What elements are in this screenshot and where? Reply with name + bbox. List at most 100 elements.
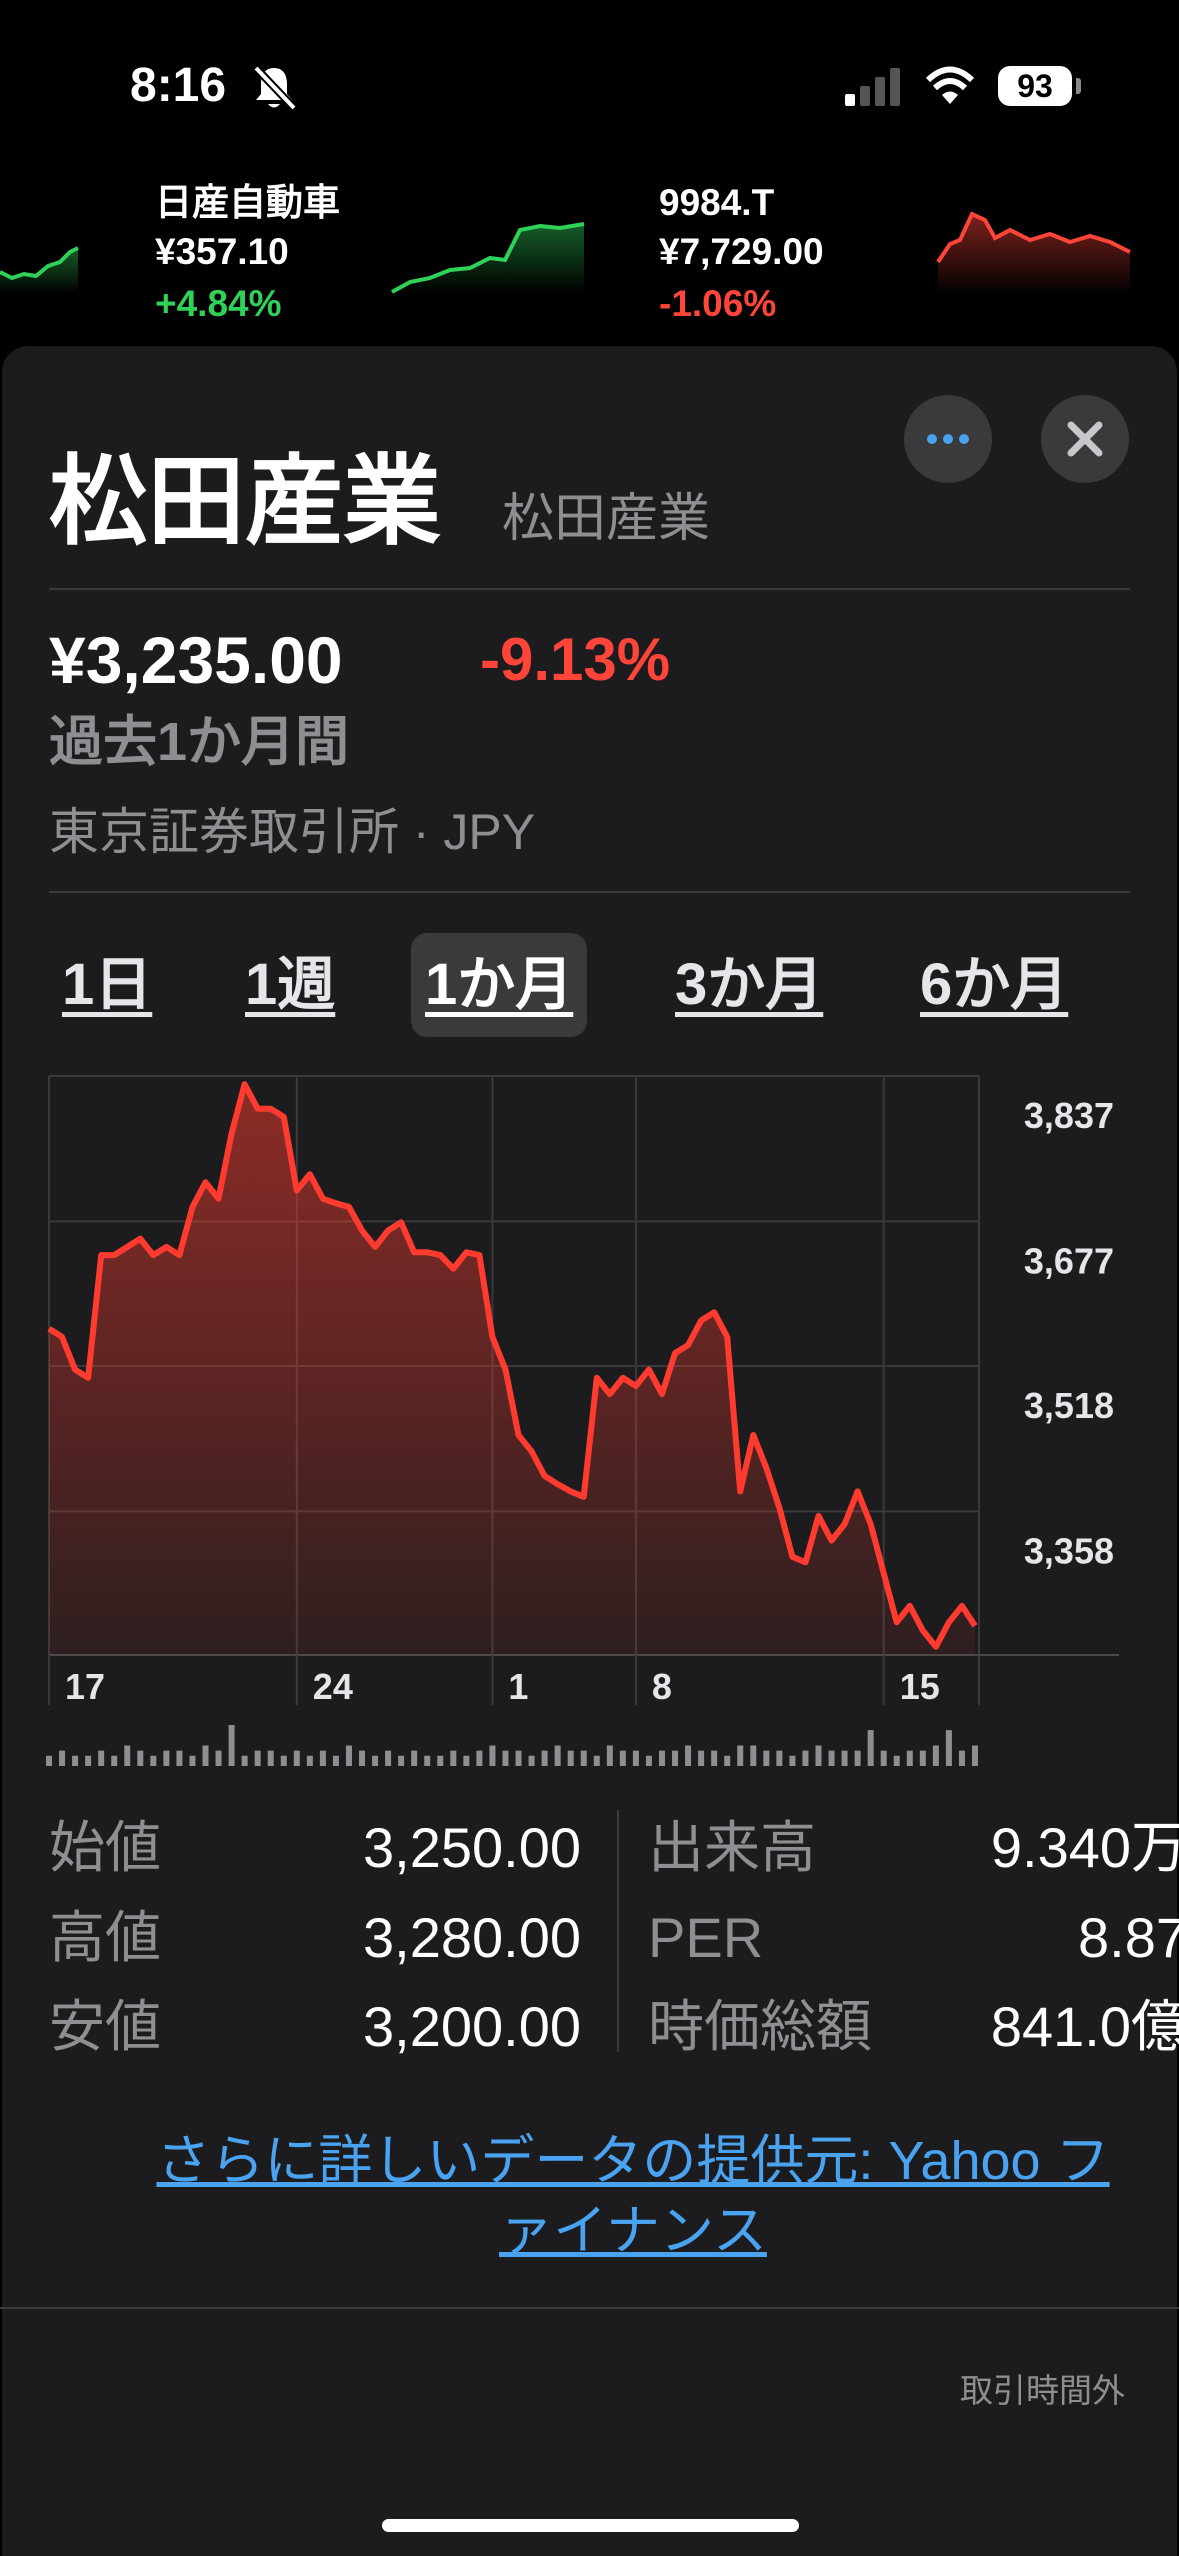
volume-bar — [815, 1745, 822, 1766]
clock: 8:16 — [130, 59, 227, 112]
home-indicator — [382, 2519, 799, 2532]
volume-bar — [932, 1745, 939, 1766]
range-button[interactable]: 3か月 — [675, 952, 824, 1017]
volume-bar — [737, 1745, 744, 1766]
volume-bar — [645, 1755, 652, 1766]
volume-bar — [85, 1755, 92, 1766]
volume-bar — [619, 1750, 626, 1766]
volume-bar — [776, 1750, 783, 1766]
price: ¥3,235.00 — [49, 623, 343, 697]
x-tick-label: 1 — [508, 1666, 528, 1707]
volume-bar — [906, 1750, 913, 1766]
volume-bar — [515, 1750, 522, 1766]
volume-bar — [541, 1750, 548, 1766]
range-button[interactable]: 6か月 — [920, 952, 1069, 1017]
volume-bar — [267, 1750, 274, 1766]
volume-bar — [972, 1745, 978, 1766]
stat-label: 時価総額 — [648, 1995, 872, 2058]
divider — [49, 891, 1130, 893]
stat-value: 3,200.00 — [363, 1995, 581, 2058]
title: 松田産業 — [49, 446, 442, 556]
volume-bar — [489, 1745, 496, 1766]
period: 過去1か月間 — [49, 712, 350, 772]
close-button[interactable] — [1041, 395, 1129, 483]
volume-bar — [750, 1745, 757, 1766]
range-button[interactable]: 1週 — [245, 952, 336, 1017]
y-tick-label: 3,358 — [1024, 1530, 1114, 1571]
volume-bar — [332, 1755, 339, 1766]
volume-bar — [958, 1750, 965, 1766]
y-tick-label: 3,677 — [1024, 1240, 1114, 1281]
area — [49, 1084, 975, 1655]
volume-bar — [828, 1750, 835, 1766]
volume-bar — [411, 1750, 418, 1766]
x-tick-label: 17 — [65, 1666, 105, 1707]
stat-value: 9.340万 — [990, 1816, 1179, 1879]
volume-bar — [306, 1755, 313, 1766]
stat-label: PER — [648, 1906, 764, 1969]
volume-bar — [280, 1755, 287, 1766]
volume-bar — [685, 1745, 692, 1766]
volume-bar — [945, 1730, 952, 1766]
y-tick-label: 3,518 — [1024, 1385, 1114, 1426]
volume-bar — [359, 1750, 366, 1766]
stat-label: 出来高 — [648, 1816, 816, 1879]
mute-icon — [253, 65, 296, 111]
volume-bar — [893, 1755, 900, 1766]
volume-bar — [215, 1750, 222, 1766]
volume-bar — [228, 1725, 235, 1766]
signal-icon — [845, 68, 900, 106]
volume-bar — [372, 1755, 379, 1766]
volume-bar — [463, 1755, 470, 1766]
volume-bar — [854, 1750, 861, 1766]
ticker-price[interactable]: ¥7,729.00 — [659, 231, 824, 272]
divider — [49, 588, 1130, 590]
volume-bar — [763, 1750, 770, 1766]
stat-label: 始値 — [49, 1816, 161, 1879]
volume-bar — [593, 1755, 600, 1766]
line — [47, 1081, 978, 1650]
subtitle: 松田産業 — [502, 490, 711, 548]
ticker-price[interactable]: ¥357.10 — [155, 231, 289, 272]
volume-bar — [632, 1750, 639, 1766]
battery: 93 — [998, 66, 1072, 106]
volume-bar — [189, 1755, 196, 1766]
ticker-name[interactable]: 9984.T — [659, 182, 775, 223]
volume-bar — [711, 1750, 718, 1766]
stat-value: 841.0億 — [990, 1995, 1179, 2058]
market-status: 取引時間外 — [960, 2372, 1125, 2409]
volume-bar — [476, 1750, 483, 1766]
range-button[interactable]: 1日 — [62, 952, 153, 1017]
stats-divider — [617, 1810, 619, 2052]
x-tick-label: 15 — [900, 1666, 940, 1707]
ticker-change[interactable]: +4.84% — [155, 283, 282, 324]
volume-bar — [163, 1750, 170, 1766]
volume-bar — [124, 1745, 131, 1766]
volume-bar — [867, 1730, 874, 1766]
volume-bar — [437, 1755, 444, 1766]
price-change: -9.13% — [480, 626, 671, 693]
volume-bar — [385, 1750, 392, 1766]
x-tick-label: 24 — [313, 1666, 353, 1707]
source-link[interactable]: さらに詳しいデータの提供元: Yahoo ファイナンス — [156, 2131, 1110, 2261]
ticker-name[interactable]: 日産自動車 — [155, 182, 340, 223]
volume-bar — [658, 1750, 665, 1766]
volume-bar — [672, 1750, 679, 1766]
y-tick-label: 3,837 — [1024, 1095, 1114, 1136]
stat-value: 3,250.00 — [363, 1816, 581, 1879]
more-button[interactable] — [904, 395, 992, 483]
ticker-change[interactable]: -1.06% — [659, 283, 777, 324]
volume-bar — [580, 1750, 587, 1766]
volume-bar — [724, 1755, 731, 1766]
volume-bar — [880, 1750, 887, 1766]
wifi-icon — [925, 66, 975, 104]
volume-bar — [319, 1750, 326, 1766]
volume-bar — [202, 1745, 209, 1766]
volume-bar — [450, 1750, 457, 1766]
stat-value: 3,280.00 — [363, 1906, 581, 1969]
range-button[interactable]: 1か月 — [411, 933, 588, 1037]
volume-bar — [698, 1750, 705, 1766]
volume-bar — [919, 1750, 926, 1766]
